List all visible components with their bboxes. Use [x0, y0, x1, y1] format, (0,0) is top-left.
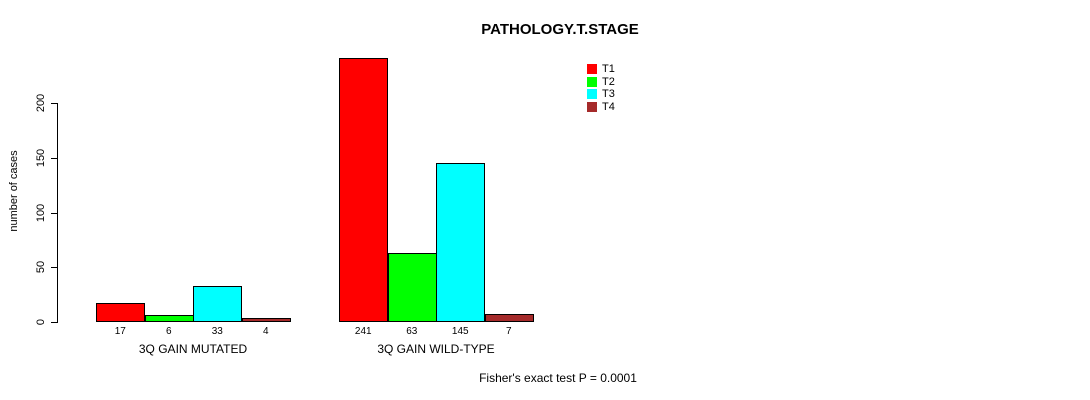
bar-value-label: 17	[114, 326, 126, 337]
legend-swatch-t1	[587, 64, 597, 74]
y-axis-title: number of cases	[8, 150, 20, 232]
bar-value-label: 145	[451, 326, 469, 337]
bar-t1-group1	[96, 303, 145, 322]
bar-t1-group2	[339, 58, 388, 322]
bar-value-label: 63	[406, 326, 418, 337]
bar-value-label: 241	[354, 326, 372, 337]
y-axis-line	[57, 103, 58, 323]
legend-label: T2	[602, 75, 615, 88]
y-tick-label: 50	[35, 261, 47, 274]
bar-value-label: 6	[165, 326, 172, 337]
legend-label: T1	[602, 63, 615, 75]
y-tick-mark	[51, 157, 57, 159]
bar-t4-group2	[485, 314, 534, 322]
y-tick-mark	[51, 267, 57, 269]
x-category-label: 3Q GAIN MUTATED	[138, 342, 248, 356]
fisher-test-caption: Fisher's exact test P = 0.0001	[479, 371, 637, 385]
bar-value-label: 33	[211, 326, 223, 337]
y-tick-label: 0	[35, 318, 47, 326]
legend-swatch-t2	[587, 76, 597, 87]
legend-swatch-t3	[587, 89, 597, 100]
y-tick-mark	[51, 103, 57, 104]
bar-value-label: 4	[262, 326, 269, 337]
y-tick-label: 150	[35, 148, 47, 167]
bar-value-label: 7	[505, 326, 512, 337]
chart-title: PATHOLOGY.T.STAGE	[481, 21, 639, 38]
x-category-label: 3Q GAIN WILD-TYPE	[377, 342, 495, 356]
bar-t4-group1	[242, 318, 291, 322]
bar-t2-group2	[388, 253, 437, 322]
legend-label: T4	[602, 101, 615, 114]
y-tick-mark	[51, 322, 57, 323]
bar-t3-group2	[436, 163, 485, 322]
bar-t2-group1	[145, 315, 194, 322]
legend-swatch-t4	[587, 102, 597, 113]
y-tick-label: 200	[35, 93, 47, 113]
bar-t3-group1	[193, 286, 242, 322]
legend-label: T3	[602, 88, 615, 101]
y-tick-label: 100	[35, 203, 47, 222]
y-tick-mark	[51, 212, 57, 214]
